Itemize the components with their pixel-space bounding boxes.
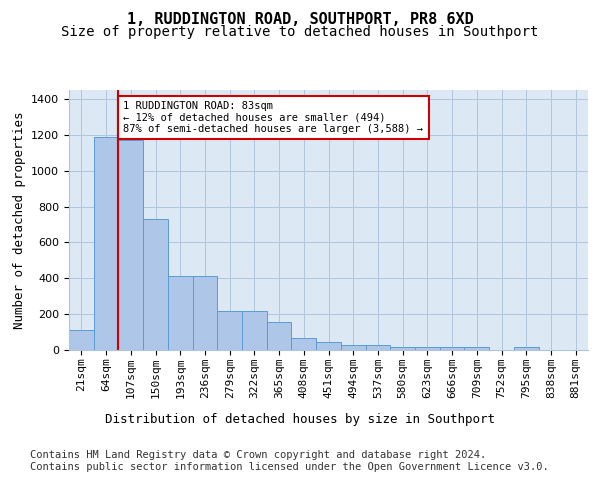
- Text: Contains HM Land Registry data © Crown copyright and database right 2024.
Contai: Contains HM Land Registry data © Crown c…: [30, 450, 549, 471]
- Text: Size of property relative to detached houses in Southport: Size of property relative to detached ho…: [61, 25, 539, 39]
- Bar: [94, 136, 118, 350]
- Bar: [69, 330, 94, 350]
- Text: 1 RUDDINGTON ROAD: 83sqm
← 12% of detached houses are smaller (494)
87% of semi-: 1 RUDDINGTON ROAD: 83sqm ← 12% of detach…: [124, 101, 424, 134]
- Bar: [390, 347, 415, 350]
- Bar: [341, 345, 365, 350]
- Bar: [168, 276, 193, 350]
- Bar: [292, 338, 316, 350]
- Bar: [217, 312, 242, 350]
- Bar: [365, 345, 390, 350]
- Bar: [118, 140, 143, 350]
- Bar: [143, 219, 168, 350]
- Text: Distribution of detached houses by size in Southport: Distribution of detached houses by size …: [105, 412, 495, 426]
- Bar: [440, 348, 464, 350]
- Y-axis label: Number of detached properties: Number of detached properties: [13, 112, 26, 329]
- Bar: [316, 342, 341, 350]
- Text: 1, RUDDINGTON ROAD, SOUTHPORT, PR8 6XD: 1, RUDDINGTON ROAD, SOUTHPORT, PR8 6XD: [127, 12, 473, 28]
- Bar: [267, 322, 292, 350]
- Bar: [242, 312, 267, 350]
- Bar: [514, 348, 539, 350]
- Bar: [193, 276, 217, 350]
- Bar: [464, 348, 489, 350]
- Bar: [415, 348, 440, 350]
